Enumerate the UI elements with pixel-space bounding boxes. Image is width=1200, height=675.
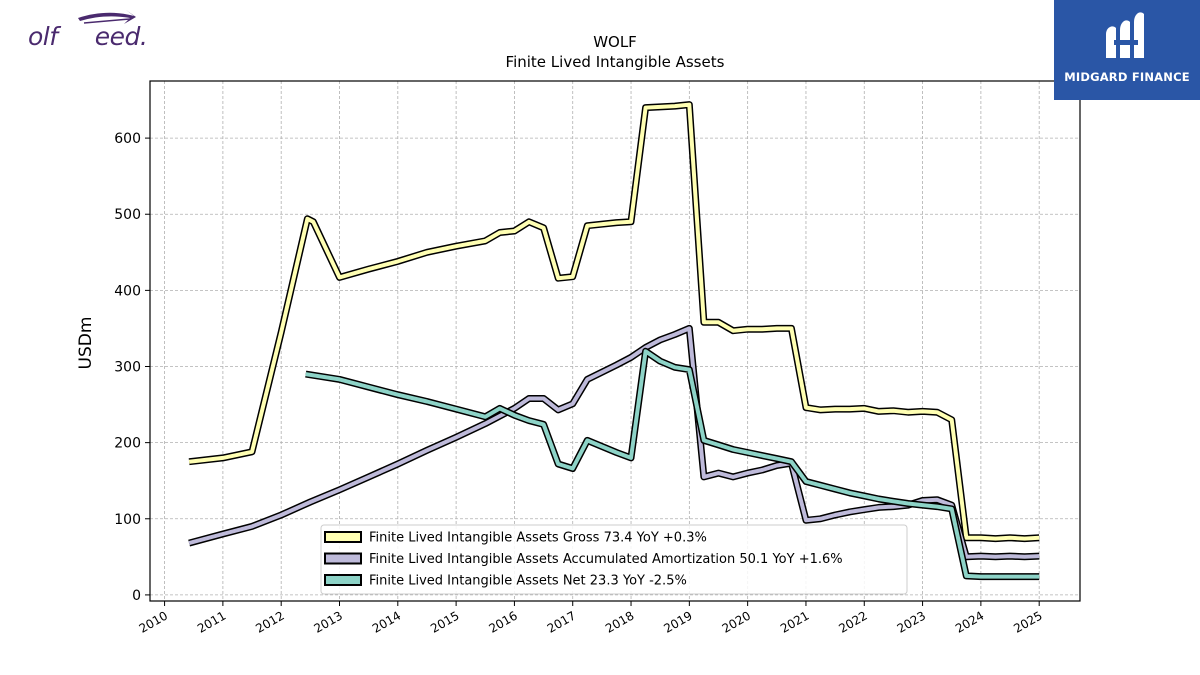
- midgard-finance-logo: MIDGARD FINANCE: [1054, 0, 1200, 100]
- x-tick-label: 2022: [836, 608, 869, 635]
- series-0: [188, 101, 1040, 543]
- x-tick-label: 2024: [953, 608, 986, 635]
- chart-subtitle: Finite Lived Intangible Assets: [506, 53, 725, 71]
- y-tick-label: 0: [132, 588, 141, 604]
- x-tick-label: 2019: [661, 608, 694, 635]
- legend-label: Finite Lived Intangible Assets Net 23.3 …: [369, 574, 687, 589]
- x-tick-label: 2011: [195, 608, 228, 635]
- legend-label: Finite Lived Intangible Assets Accumulat…: [369, 552, 843, 567]
- midgard-finance-text: MIDGARD FINANCE: [1064, 70, 1190, 84]
- x-tick-label: 2010: [137, 608, 170, 635]
- y-tick-label: 100: [114, 512, 141, 528]
- x-tick-label: 2016: [486, 608, 519, 635]
- legend-swatch: [324, 552, 362, 565]
- series-group: [188, 101, 1040, 581]
- y-axis-label: USDm: [76, 317, 96, 370]
- x-tick-label: 2018: [603, 608, 636, 635]
- series-line: [188, 102, 1040, 541]
- logo-swoosh-icon: [78, 10, 136, 24]
- legend-label: Finite Lived Intangible Assets Gross 73.…: [369, 531, 707, 546]
- wolfspeed-logo: olf eed.: [26, 4, 156, 52]
- legend: Finite Lived Intangible Assets Gross 73.…: [320, 524, 908, 595]
- y-tick-label: 300: [114, 360, 141, 376]
- x-tick-label: 2012: [253, 608, 286, 635]
- x-tick-label: 2021: [778, 608, 811, 635]
- x-tick-label: 2014: [370, 608, 403, 635]
- x-tick-label: 2023: [895, 608, 928, 635]
- chart-title: WOLF: [593, 33, 637, 51]
- legend-swatch: [324, 574, 362, 586]
- logo-left-text: olf eed.: [28, 22, 148, 51]
- y-tick-label: 500: [114, 207, 141, 223]
- x-tick-label: 2025: [1011, 608, 1044, 635]
- y-tick-label: 200: [114, 436, 141, 452]
- x-tick-label: 2020: [720, 608, 753, 635]
- y-tick-label: 600: [114, 131, 141, 147]
- series-line-outline: [188, 101, 1040, 543]
- y-tick-label: 400: [114, 283, 141, 299]
- x-tick-label: 2013: [312, 608, 345, 635]
- x-tick-label: 2015: [428, 608, 461, 635]
- legend-box: [320, 524, 908, 595]
- legend-swatch: [324, 531, 362, 543]
- x-tick-label: 2017: [545, 608, 578, 635]
- midgard-emblem-icon: [1106, 12, 1144, 59]
- series-2: [305, 347, 1040, 581]
- grid: [150, 81, 1080, 601]
- plot-frame: [149, 80, 1081, 602]
- series-line: [305, 349, 1040, 579]
